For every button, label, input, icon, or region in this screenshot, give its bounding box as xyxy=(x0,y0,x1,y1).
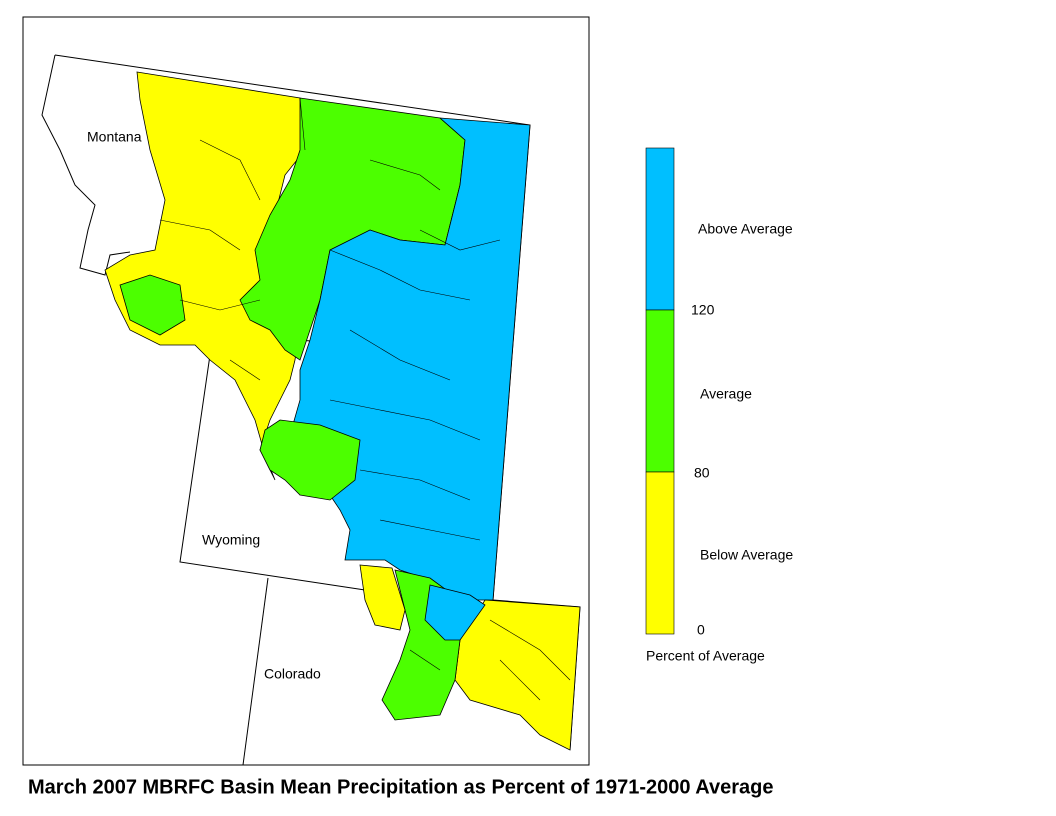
basin-regions xyxy=(104,71,581,751)
legend-tick-label: 0 xyxy=(697,622,705,638)
region-above-average-colorado xyxy=(424,584,486,641)
legend-label: Average xyxy=(700,386,752,402)
legend-tick-label: 120 xyxy=(691,302,715,318)
colorado-boundary xyxy=(242,577,269,766)
region-average-west xyxy=(119,274,186,336)
basin-boundaries xyxy=(159,97,571,701)
legend-tick-label: 80 xyxy=(694,465,710,481)
legend-swatch xyxy=(645,309,675,473)
state-label: Wyoming xyxy=(202,532,260,548)
region-below-average-colorado xyxy=(359,564,406,631)
legend-swatch xyxy=(645,471,675,635)
map-title: March 2007 MBRFC Basin Mean Precipitatio… xyxy=(28,776,773,798)
basin-lines xyxy=(159,97,571,701)
legend: Above Average Average Below Average 120 … xyxy=(645,147,793,664)
wyoming-boundary xyxy=(179,354,366,591)
legend-label: Below Average xyxy=(700,547,793,563)
state-label: Montana xyxy=(87,129,142,145)
montana-west-boundary xyxy=(41,54,131,276)
legend-caption: Percent of Average xyxy=(646,648,765,664)
legend-label: Above Average xyxy=(698,221,793,237)
region-average-south xyxy=(259,419,361,501)
state-label: Colorado xyxy=(264,666,321,682)
legend-swatch xyxy=(645,147,675,311)
